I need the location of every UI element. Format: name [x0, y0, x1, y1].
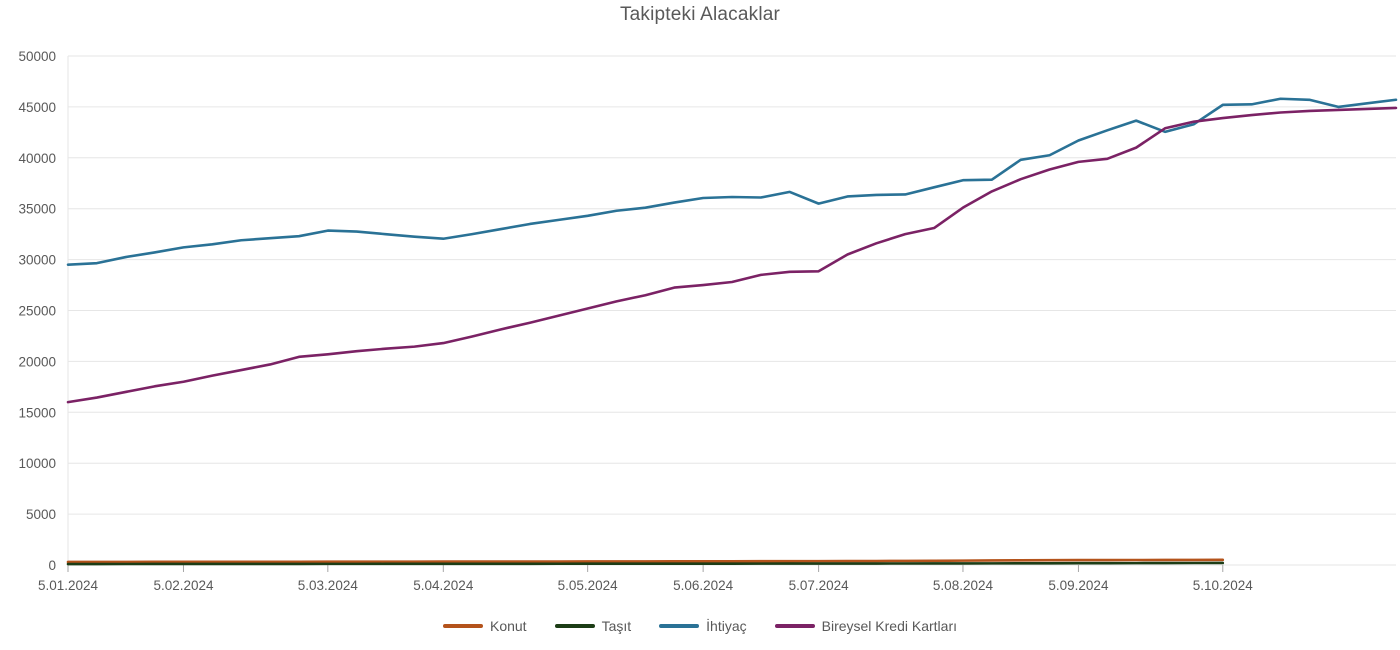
- legend-item[interactable]: İhtiyaç: [659, 618, 747, 634]
- x-axis-tick-label: 5.10.2024: [1193, 578, 1254, 593]
- x-axis-tick-label: 5.06.2024: [673, 578, 734, 593]
- y-axis-tick-label: 5000: [26, 507, 56, 522]
- y-axis-tick-label: 15000: [18, 405, 56, 420]
- legend-item-label: İhtiyaç: [706, 618, 747, 634]
- series-line: [66, 97, 1398, 266]
- series-line: [66, 561, 1225, 566]
- series-line: [66, 558, 1225, 564]
- y-axis-tick-label: 40000: [18, 151, 56, 166]
- chart-title: Takipteki Alacaklar: [619, 4, 781, 25]
- x-axis-tick-label: 5.02.2024: [153, 578, 214, 593]
- legend-color-swatch: [774, 624, 815, 628]
- legend-color-swatch: [554, 624, 595, 628]
- y-axis-tick-label: 35000: [18, 202, 56, 217]
- legend-item-label: Konut: [489, 618, 527, 634]
- legend-item[interactable]: Konut: [442, 618, 527, 634]
- y-axis-tick-label: 30000: [18, 253, 56, 268]
- y-axis-tick-label: 10000: [18, 456, 56, 471]
- y-axis-tick-label: 0: [48, 558, 56, 573]
- x-axis-tick-label: 5.08.2024: [933, 578, 994, 593]
- y-axis-tick-label: 25000: [18, 304, 56, 319]
- y-axis-tick-label: 50000: [18, 49, 56, 64]
- series-line: [66, 106, 1398, 404]
- plot-area: 5000045000400003500030000250002000015000…: [18, 49, 1398, 593]
- x-axis-tick-label: 5.09.2024: [1048, 578, 1109, 593]
- legend-color-swatch: [659, 624, 700, 628]
- legend-item-label: Taşıt: [601, 618, 632, 634]
- legend-item[interactable]: Bireysel Kredi Kartları: [774, 618, 958, 634]
- x-axis-tick-label: 5.03.2024: [298, 578, 359, 593]
- legend-item-label: Bireysel Kredi Kartları: [821, 618, 958, 634]
- x-axis-tick-label: 5.01.2024: [38, 578, 99, 593]
- x-axis-tick-label: 5.05.2024: [558, 578, 619, 593]
- y-axis-tick-label: 45000: [18, 100, 56, 115]
- legend-color-swatch: [442, 624, 483, 628]
- chart-legend: Konut Taşıt İhtiyaç Bireysel Kredi Kartları: [0, 618, 1400, 634]
- x-axis-tick-label: 5.04.2024: [413, 578, 474, 593]
- x-axis-tick-label: 5.07.2024: [789, 578, 850, 593]
- legend-item[interactable]: Taşıt: [554, 618, 632, 634]
- y-axis-tick-label: 20000: [18, 354, 56, 369]
